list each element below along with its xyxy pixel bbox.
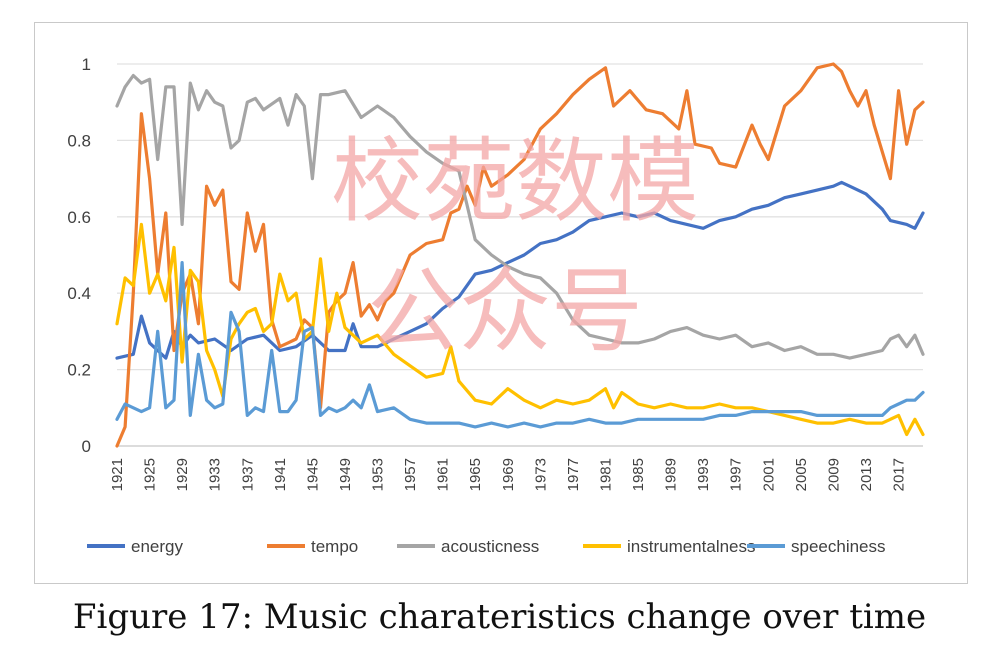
x-tick-label: 1985 bbox=[630, 458, 647, 491]
y-tick-label: 0.8 bbox=[67, 131, 91, 150]
grid bbox=[117, 63, 923, 447]
watermark-line-2: 公众号 bbox=[367, 258, 643, 365]
watermark: 校苑数模 公众号 bbox=[331, 128, 699, 365]
x-tick-label: 1997 bbox=[728, 458, 745, 491]
x-axis-ticks: 1921 1925 1929 1933 1937 1941 1945 1949 1953 1957… bbox=[109, 458, 908, 491]
x-tick-label: 1981 bbox=[597, 458, 614, 491]
x-tick-label: 1993 bbox=[695, 458, 712, 491]
y-tick-label: 0.4 bbox=[67, 284, 91, 303]
legend-label-speechiness: speechiness bbox=[791, 537, 886, 556]
x-tick-label: 1933 bbox=[207, 458, 224, 491]
x-tick-label: 1957 bbox=[402, 458, 419, 491]
x-tick-label: 1953 bbox=[370, 458, 387, 491]
x-tick-label: 2001 bbox=[760, 458, 777, 491]
x-tick-label: 1989 bbox=[663, 458, 680, 491]
x-tick-label: 1937 bbox=[239, 458, 256, 491]
y-tick-label: 1 bbox=[82, 55, 91, 74]
x-tick-label: 1949 bbox=[337, 458, 354, 491]
x-tick-label: 1973 bbox=[532, 458, 549, 491]
x-tick-label: 1925 bbox=[142, 458, 159, 491]
y-tick-label: 0 bbox=[82, 437, 91, 456]
y-tick-label: 0.2 bbox=[67, 361, 91, 380]
series-lines bbox=[115, 62, 925, 448]
x-tick-label: 1929 bbox=[174, 458, 191, 491]
series-line-acousticness bbox=[115, 73, 925, 360]
x-tick-label: 2013 bbox=[858, 458, 875, 491]
legend-label-acousticness: acousticness bbox=[441, 537, 539, 556]
x-tick-label: 1941 bbox=[272, 458, 289, 491]
legend-label-energy: energy bbox=[131, 537, 183, 556]
x-tick-label: 2009 bbox=[825, 458, 842, 491]
watermark-line-1: 校苑数模 bbox=[331, 128, 699, 235]
y-tick-label: 0.6 bbox=[67, 208, 91, 227]
chart-frame: 0 0.2 0.4 0.6 0.8 1 1921 1925 1929 1933 1937 1941 1… bbox=[34, 22, 968, 584]
x-tick-label: 2017 bbox=[891, 458, 908, 491]
x-tick-label: 1945 bbox=[304, 458, 321, 491]
legend-label-tempo: tempo bbox=[311, 537, 358, 556]
x-tick-label: 1961 bbox=[435, 458, 452, 491]
legend: energy tempo acousticness instrumentalness s… bbox=[87, 537, 886, 556]
legend-label-instrumentalness: instrumentalness bbox=[627, 537, 756, 556]
x-tick-label: 1977 bbox=[565, 458, 582, 491]
x-tick-label: 1921 bbox=[109, 458, 126, 491]
x-tick-label: 2005 bbox=[793, 458, 810, 491]
x-tick-label: 1965 bbox=[467, 458, 484, 491]
x-tick-label: 1969 bbox=[500, 458, 517, 491]
series-line-tempo bbox=[115, 62, 925, 448]
figure-caption: Figure 17: Music charateristics change o… bbox=[72, 597, 927, 637]
y-axis-ticks: 0 0.2 0.4 0.6 0.8 1 bbox=[67, 55, 91, 456]
line-chart: 00.20.40.60.81 1921 1925 1929 1933 1937 1941 1… bbox=[67, 55, 925, 556]
series-line-speechiness bbox=[115, 261, 925, 429]
